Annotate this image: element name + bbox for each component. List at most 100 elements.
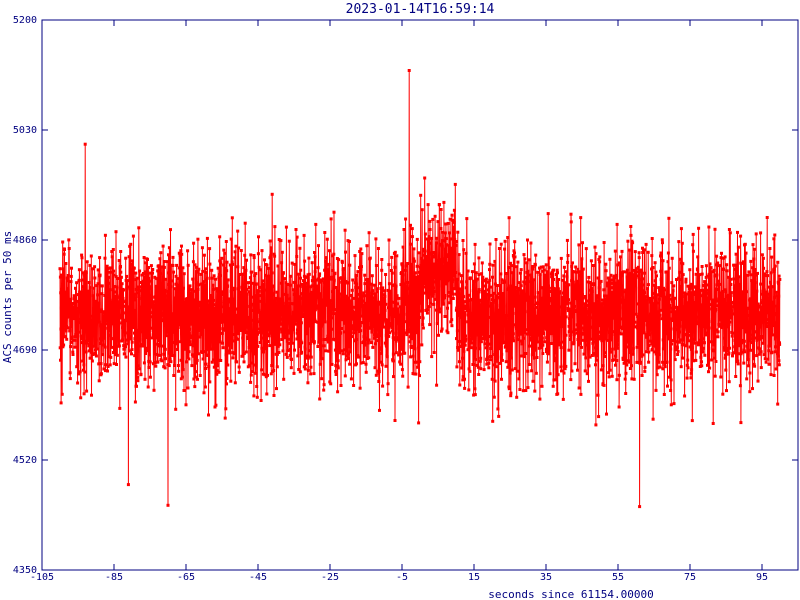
data-point — [158, 257, 162, 261]
data-point — [81, 285, 85, 289]
data-point — [641, 251, 645, 254]
data-point — [70, 266, 73, 270]
data-point — [72, 294, 76, 298]
data-point — [646, 295, 650, 299]
data-point — [609, 329, 613, 333]
data-point — [364, 362, 368, 366]
data-point — [309, 355, 313, 359]
data-point — [625, 275, 629, 279]
data-point — [302, 297, 306, 301]
data-point — [728, 346, 732, 350]
data-point — [428, 323, 432, 327]
data-point — [341, 299, 345, 303]
data-point — [403, 282, 407, 286]
data-point — [497, 414, 501, 418]
data-point — [196, 352, 200, 356]
data-point — [121, 338, 125, 342]
data-point — [637, 302, 640, 306]
data-point — [320, 377, 324, 381]
data-point — [438, 267, 442, 271]
data-point — [409, 262, 413, 266]
data-point — [759, 305, 763, 309]
data-point — [642, 331, 646, 335]
data-point — [212, 358, 216, 362]
data-point — [340, 318, 344, 322]
data-point — [619, 255, 622, 259]
data-point — [717, 324, 721, 328]
data-point — [239, 321, 243, 325]
data-point — [399, 283, 403, 287]
data-point — [443, 296, 446, 300]
data-point — [694, 317, 698, 321]
data-point — [597, 294, 601, 298]
data-point — [751, 387, 754, 391]
data-point — [215, 304, 219, 308]
data-point — [353, 281, 357, 285]
data-point — [183, 343, 187, 347]
data-point — [418, 271, 422, 275]
data-point — [745, 326, 749, 330]
data-point — [138, 285, 142, 289]
data-point — [109, 329, 113, 332]
data-point — [572, 341, 576, 345]
data-point — [689, 371, 693, 375]
data-point — [408, 323, 412, 327]
data-point — [74, 286, 77, 290]
data-point — [493, 259, 497, 263]
data-point — [153, 295, 157, 299]
data-point — [415, 237, 419, 241]
data-point — [482, 330, 486, 334]
data-point — [77, 310, 81, 314]
data-point — [698, 304, 702, 308]
data-point — [85, 341, 88, 345]
data-point — [374, 373, 378, 377]
data-point — [329, 217, 333, 221]
data-point — [144, 336, 148, 340]
data-point — [443, 294, 447, 297]
data-point — [736, 230, 739, 234]
data-point — [778, 341, 781, 345]
data-point — [634, 272, 638, 276]
data-point — [607, 298, 610, 302]
data-point — [327, 336, 331, 340]
data-point — [691, 352, 694, 356]
data-point — [274, 323, 278, 327]
data-point — [180, 375, 184, 379]
data-point — [432, 290, 436, 293]
data-point — [730, 334, 734, 338]
data-point — [198, 335, 202, 339]
data-point — [229, 269, 233, 273]
data-point — [715, 299, 718, 303]
data-point — [326, 340, 330, 344]
data-point — [753, 364, 757, 368]
data-point — [145, 330, 149, 334]
data-point — [730, 305, 734, 309]
data-point — [399, 323, 403, 327]
data-point — [648, 300, 652, 304]
data-point — [375, 287, 379, 291]
data-point — [741, 317, 745, 321]
data-point — [420, 256, 424, 260]
data-point — [256, 292, 260, 295]
data-point — [756, 346, 760, 350]
data-point — [69, 274, 73, 278]
data-point — [530, 369, 534, 373]
data-point — [279, 322, 283, 326]
data-point — [177, 286, 181, 290]
data-point — [118, 299, 122, 303]
data-point — [718, 264, 721, 268]
data-point — [199, 272, 203, 276]
data-point — [279, 307, 283, 311]
data-point — [665, 270, 669, 274]
data-point — [462, 349, 466, 353]
data-point — [302, 365, 306, 369]
data-point — [538, 300, 542, 304]
data-point — [128, 276, 132, 280]
data-point — [243, 221, 247, 225]
data-point — [495, 316, 499, 320]
data-point — [631, 352, 635, 356]
data-point — [522, 253, 526, 257]
data-point — [106, 312, 110, 316]
data-point — [390, 313, 394, 317]
data-point — [344, 294, 348, 298]
